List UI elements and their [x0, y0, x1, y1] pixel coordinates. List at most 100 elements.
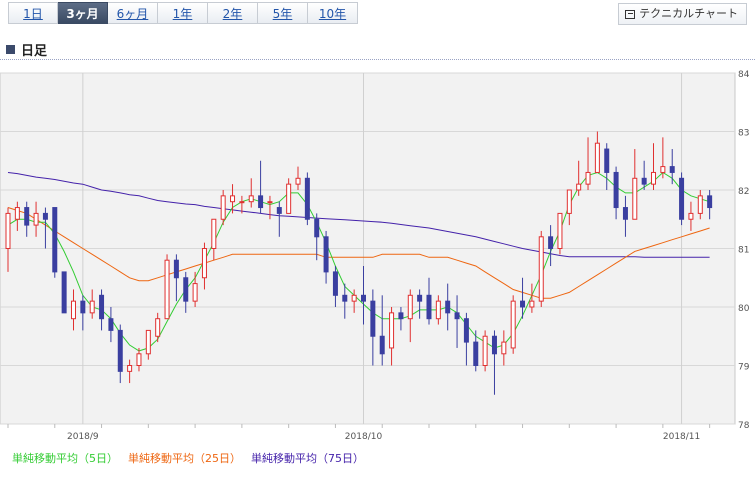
candle-body [99, 294, 105, 320]
candle-body [239, 201, 245, 204]
candle-body [697, 195, 703, 214]
candle-body [491, 335, 497, 355]
x-tick-label: 2018/10 [345, 432, 383, 442]
candle-body [276, 207, 282, 214]
candle-body [52, 207, 58, 273]
square-bullet-icon [6, 45, 15, 54]
candle-body [117, 329, 123, 372]
candle-body [155, 318, 161, 337]
candle-body [641, 177, 647, 185]
divider [0, 59, 755, 60]
candle-body [80, 300, 86, 314]
candle-body [454, 312, 460, 320]
tab-3[interactable]: 1年 [158, 2, 208, 24]
tab-1[interactable]: 3ヶ月 [58, 2, 108, 24]
y-tick-label: 78 [738, 421, 750, 431]
candle-body [435, 300, 441, 320]
y-tick-label: 81 [738, 246, 749, 256]
legend-entry: 単純移動平均（25日） [128, 452, 241, 465]
candle-body [42, 212, 48, 220]
tab-2[interactable]: 6ヶ月 [108, 2, 158, 24]
candle-body [89, 300, 95, 314]
candle-body [463, 318, 469, 343]
candle-body [192, 283, 198, 302]
period-tabs: 1日 3ヶ月 6ヶ月 1年 2年 5年 10年 [8, 2, 358, 24]
candle-body [585, 171, 591, 185]
chart-legend: 単純移動平均（5日） 単純移動平均（25日） 単純移動平均（75日） [12, 450, 364, 466]
candle-body [323, 236, 329, 273]
candle-body [566, 189, 572, 214]
candle-body [510, 300, 516, 349]
y-tick-label: 84 [738, 70, 750, 80]
candle-body [351, 294, 357, 302]
tab-5[interactable]: 5年 [258, 2, 308, 24]
candle-body [173, 259, 179, 279]
candle-body [248, 195, 254, 203]
candle-body [230, 195, 236, 203]
candle-body [613, 171, 619, 209]
candle-body [286, 183, 292, 214]
candle-body [594, 142, 600, 173]
candle-body [632, 177, 638, 220]
candle-body [267, 201, 273, 204]
candle-body [473, 341, 479, 367]
candle-body [5, 212, 11, 249]
candle-body [342, 294, 348, 302]
candle-body [407, 294, 413, 320]
y-tick-label: 82 [738, 187, 749, 197]
tab-4[interactable]: 2年 [208, 2, 258, 24]
y-tick-label: 83 [738, 129, 749, 139]
candle-body [127, 365, 133, 372]
tab-0[interactable]: 1日 [8, 2, 58, 24]
candle-body [520, 300, 526, 308]
technical-chart-button[interactable]: テクニカルチャート [618, 3, 747, 25]
candle-body [145, 329, 151, 355]
candle-body [332, 271, 338, 296]
candle-body [183, 277, 189, 302]
candle-body [529, 300, 535, 308]
candle-body [707, 195, 713, 209]
candle-body [679, 177, 685, 220]
candle-body [548, 236, 554, 250]
candle-body [61, 271, 67, 314]
candle-body [538, 236, 544, 302]
candle-body [136, 353, 142, 366]
x-tick-label: 2018/11 [663, 432, 700, 442]
candle-body [576, 183, 582, 191]
section-title-text: 日足 [21, 44, 48, 59]
candle-body [295, 177, 301, 185]
candle-body [108, 318, 114, 331]
technical-chart-label: テクニカルチャート [639, 7, 738, 20]
candle-body [651, 171, 657, 185]
candle-body [14, 207, 20, 220]
legend-entry: 単純移動平均（5日） [12, 452, 118, 465]
candle-body [389, 312, 395, 349]
section-title: 日足 [6, 40, 47, 59]
legend-entry: 単純移動平均（75日） [251, 452, 364, 465]
y-tick-label: 80 [738, 304, 750, 314]
candle-body [660, 166, 666, 173]
candle-body [417, 294, 423, 302]
candle-body [557, 212, 563, 249]
candle-body [24, 207, 30, 226]
window-icon [625, 9, 636, 19]
candle-body [258, 195, 264, 209]
candle-body [304, 177, 310, 220]
ma75-line [7, 172, 710, 258]
ma5-line [7, 171, 710, 352]
y-tick-label: 79 [738, 363, 750, 373]
ma25-line [7, 207, 710, 299]
candle-body [501, 341, 507, 355]
candle-body [220, 195, 226, 220]
candle-body [370, 300, 376, 337]
candle-body [361, 294, 366, 302]
candle-body [33, 212, 39, 226]
candle-body [211, 218, 217, 249]
candle-body [314, 218, 320, 238]
candle-body [70, 300, 76, 320]
candle-body [669, 166, 675, 173]
tab-6[interactable]: 10年 [308, 2, 358, 24]
candle-body [426, 294, 432, 320]
candle-body [164, 259, 170, 320]
